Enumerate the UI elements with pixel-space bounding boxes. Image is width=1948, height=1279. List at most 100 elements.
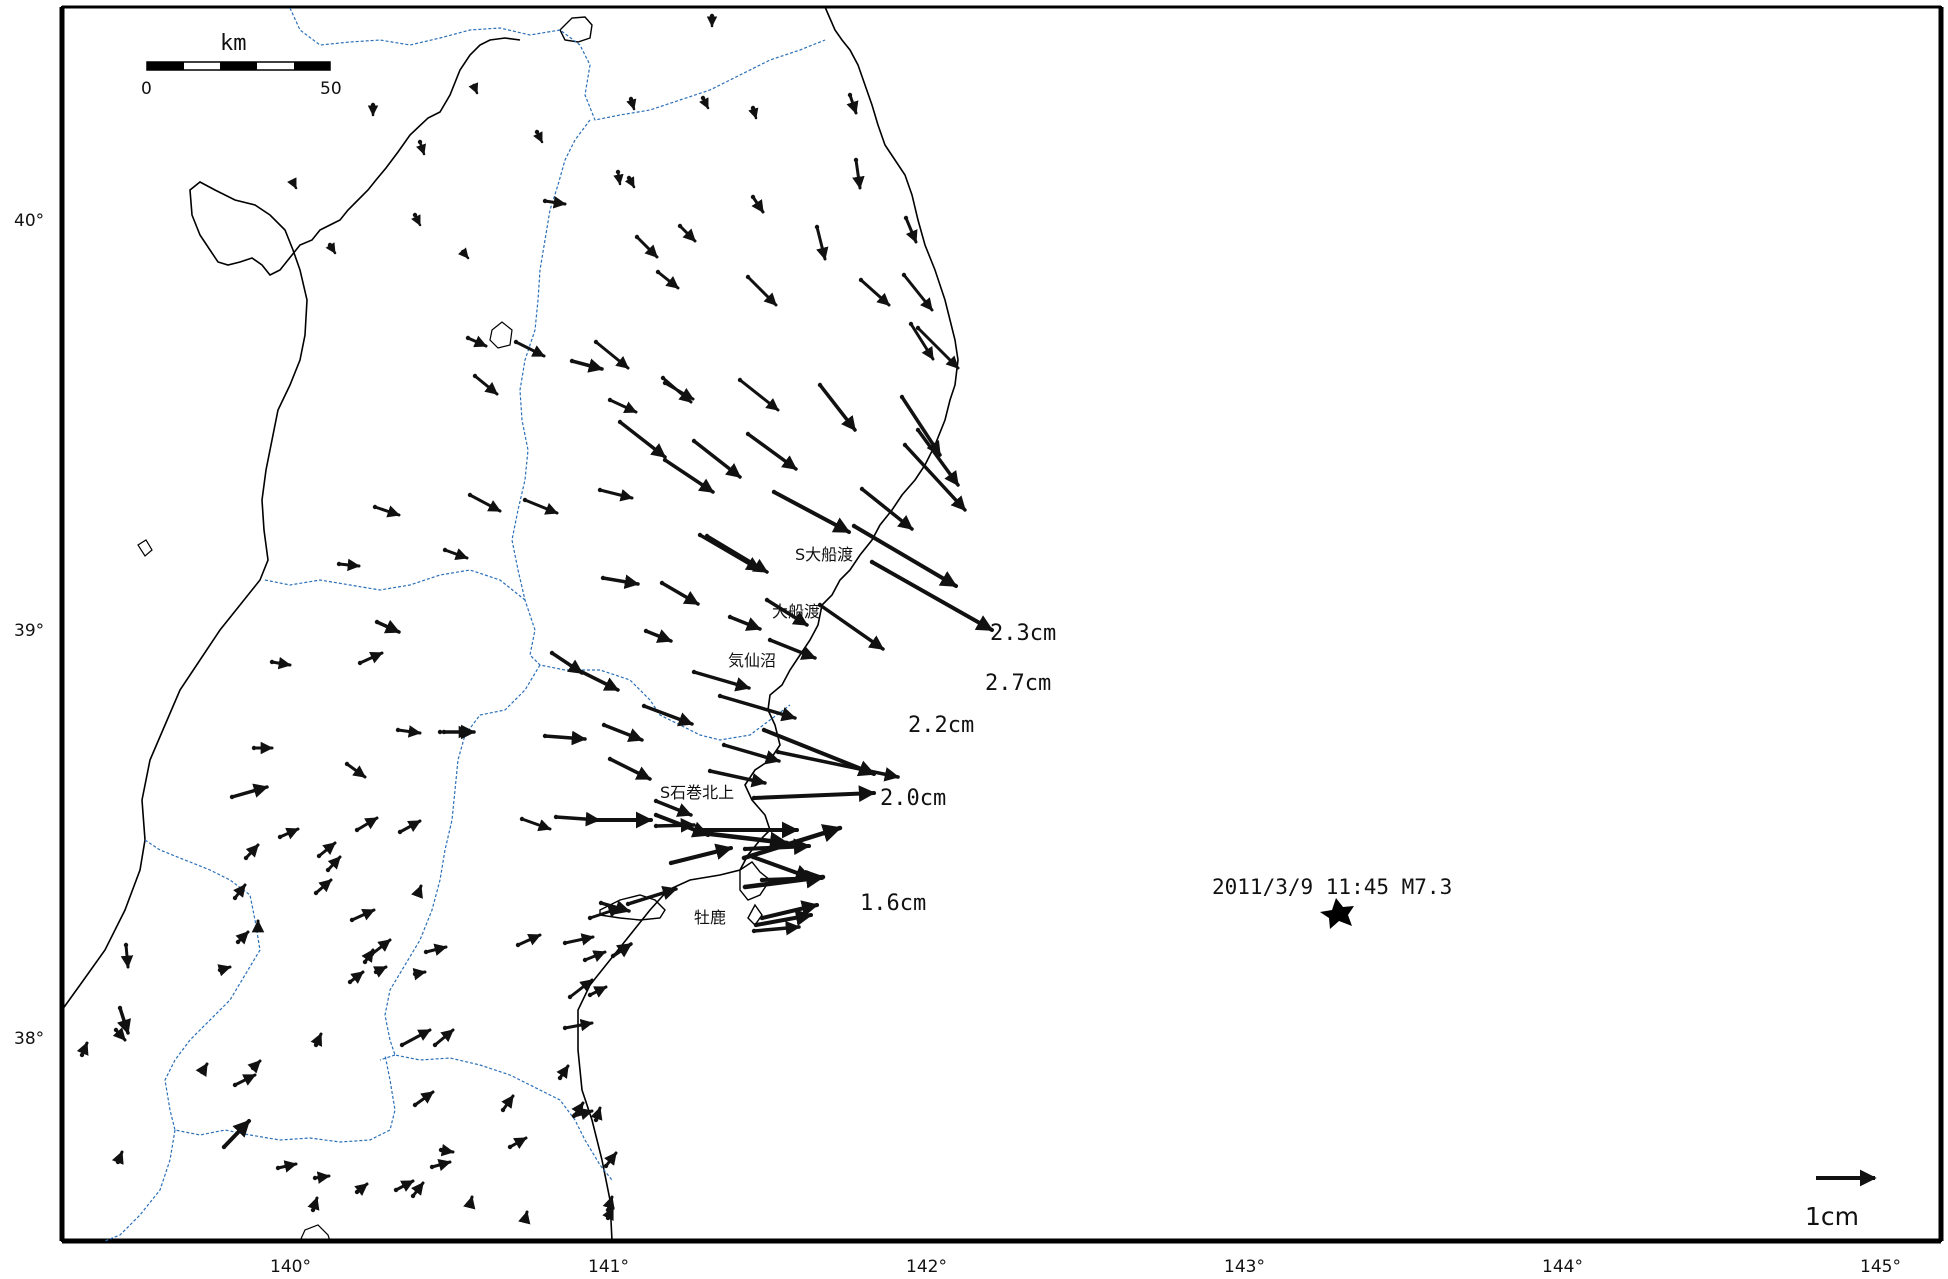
displacement-arrow	[276, 1160, 298, 1173]
coastline-east	[577, 6, 959, 1242]
displacement-arrow	[413, 1090, 435, 1107]
displacement-arrow	[116, 1006, 131, 1035]
station-point	[432, 1042, 438, 1048]
displacement-arrow	[433, 1028, 455, 1047]
station-point	[562, 1025, 568, 1031]
station-point	[221, 1144, 227, 1150]
station-point	[415, 891, 421, 897]
displacement-arrow	[916, 326, 960, 370]
station-point	[742, 846, 748, 852]
station-point	[593, 817, 599, 823]
station-point	[742, 884, 748, 890]
displacement-arrow	[430, 1158, 452, 1172]
displacement-arrow	[411, 1181, 425, 1198]
station-point	[847, 92, 853, 98]
station-point	[597, 487, 603, 493]
lon-tick-label: 145°	[1860, 1257, 1901, 1277]
station-point	[313, 890, 319, 896]
displacement-arrow	[708, 769, 767, 788]
displacement-arrow	[370, 938, 392, 956]
station-point	[316, 853, 322, 859]
displacement-arrow	[751, 855, 813, 881]
station-point	[325, 867, 331, 873]
displacement-arrow	[270, 656, 292, 670]
station-point	[902, 442, 908, 448]
station-point	[275, 1165, 281, 1171]
station-point	[467, 492, 473, 498]
station-point	[587, 992, 593, 998]
station-point	[668, 860, 674, 866]
station-point	[369, 951, 375, 957]
displacement-arrow	[751, 195, 765, 214]
displacement-arrow	[326, 855, 342, 872]
displacement-arrow	[345, 762, 367, 779]
displacement-arrow	[443, 548, 469, 561]
station-point	[438, 1147, 444, 1153]
station-point	[313, 1042, 319, 1048]
station-point	[817, 382, 823, 388]
station-point	[607, 397, 613, 403]
displacement-arrow	[337, 558, 361, 572]
station-point	[641, 703, 647, 709]
station-point	[370, 102, 376, 108]
station-point	[269, 659, 275, 665]
station-point	[251, 745, 257, 751]
station-point	[717, 693, 723, 699]
station-point	[593, 1117, 599, 1123]
displacement-arrow	[900, 395, 942, 457]
station-point	[374, 619, 380, 625]
displacement-arrow	[776, 750, 900, 782]
station-point	[858, 277, 864, 283]
station-point	[691, 438, 697, 444]
coastline-sado-small	[137, 539, 153, 557]
station-point	[534, 129, 540, 135]
displacement-arrow	[669, 843, 733, 865]
station-point	[601, 722, 607, 728]
station-point	[437, 729, 443, 735]
displacement-arrow	[903, 443, 967, 512]
displacement-arrow	[746, 432, 798, 471]
station-label: 気仙沼	[728, 651, 776, 670]
displacement-arrow	[692, 670, 751, 692]
station-point	[569, 358, 575, 364]
station-point	[232, 895, 238, 901]
station-point	[750, 194, 756, 200]
station-point	[851, 523, 857, 529]
station-point	[915, 325, 921, 331]
station-point	[442, 547, 448, 553]
displacement-arrow	[602, 723, 644, 742]
displacement-arrow	[398, 819, 422, 834]
station-point	[767, 637, 773, 643]
station-point	[814, 224, 820, 230]
displacement-arrow	[760, 900, 819, 920]
station-point	[709, 13, 715, 19]
station-point	[600, 575, 606, 581]
station-point	[697, 532, 703, 538]
displacement-arrow	[608, 398, 638, 414]
displacement-arrow	[563, 933, 595, 946]
station-point	[605, 1215, 611, 1221]
station-point	[593, 339, 599, 345]
displacement-arrow	[626, 885, 678, 906]
displacement-arrow	[601, 574, 640, 590]
frame-ticks	[59, 5, 1944, 1244]
coastline-north-tip	[559, 16, 593, 43]
station-point	[465, 335, 471, 341]
displacement-arrow	[846, 93, 859, 115]
displacement-arrow	[543, 730, 587, 746]
station-point	[357, 660, 363, 666]
displacement-arrow	[598, 488, 634, 502]
station-labels: S大船渡 大船渡 気仙沼 S石巻北上 牡鹿	[660, 545, 853, 927]
displacement-arrow	[860, 487, 914, 531]
displacement-arrow	[642, 704, 694, 727]
station-point	[310, 1207, 316, 1213]
displacement-arrow	[568, 978, 594, 999]
displacement-arrow	[358, 651, 384, 665]
station-point	[542, 733, 548, 739]
scale-bar-unit: km	[220, 31, 247, 56]
displacement-arrows	[76, 13, 994, 1225]
station-point	[677, 223, 683, 229]
displacement-arrow	[608, 757, 652, 781]
displacement-arrow	[754, 909, 813, 927]
station-point	[423, 949, 429, 955]
